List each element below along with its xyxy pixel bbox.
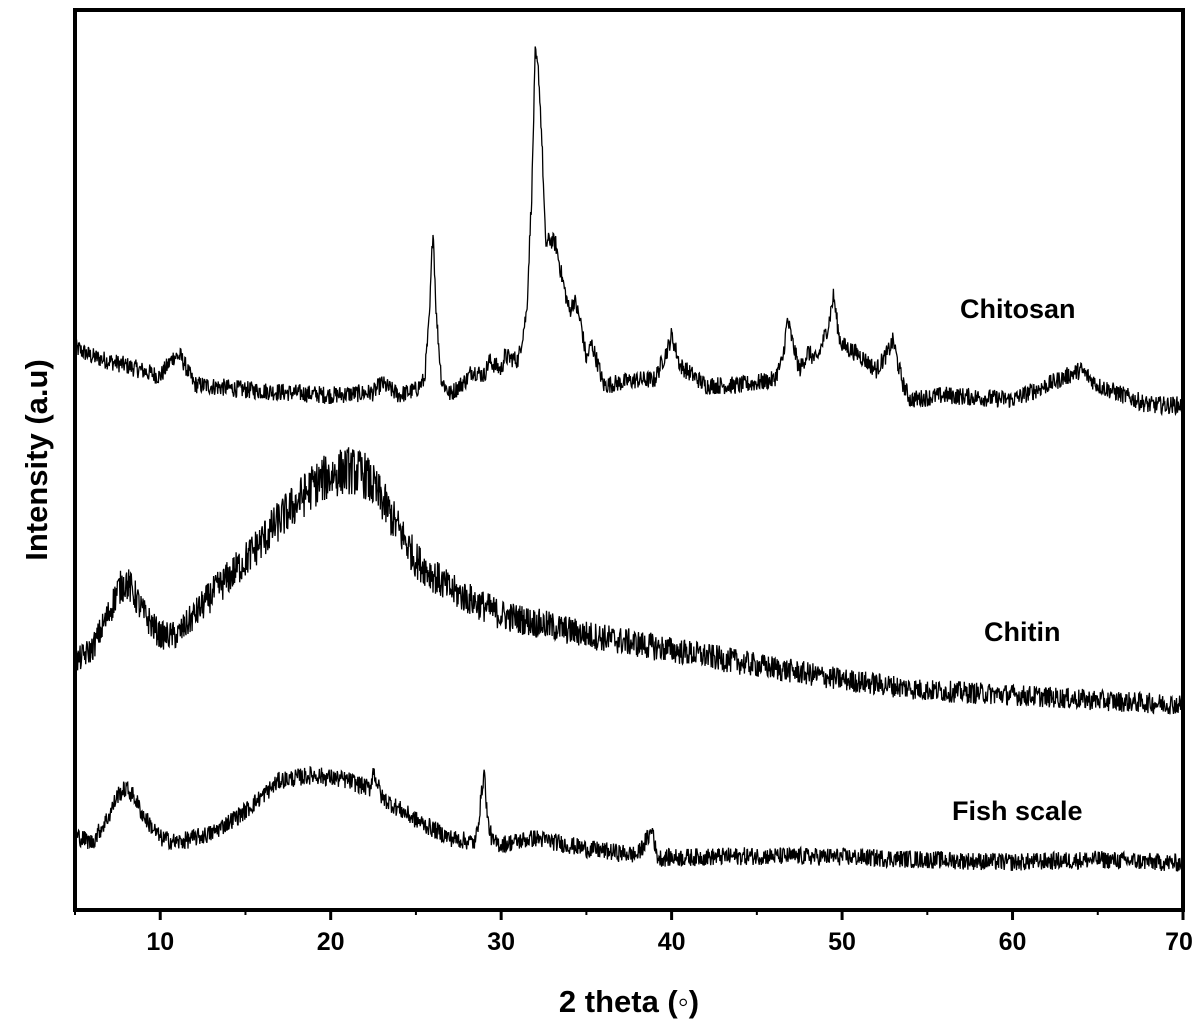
series-label-chitosan: Chitosan (960, 294, 1076, 324)
y-axis-title: Intensity (a.u) (19, 359, 54, 561)
x-tick-label: 20 (317, 928, 345, 956)
series-layer (74, 46, 1184, 872)
x-tick-label: 50 (828, 928, 856, 956)
plot-frame (73, 8, 1185, 912)
x-tick-label: 60 (999, 928, 1027, 956)
series-line-fish-scale (74, 765, 1184, 872)
x-axis-title: 2 theta (◦) (559, 984, 699, 1019)
series-line-chitin (74, 447, 1184, 715)
x-tick-label: 40 (658, 928, 686, 956)
series-label-fish-scale: Fish scale (952, 796, 1083, 826)
x-tick-label: 30 (487, 928, 515, 956)
x-axis-tick-labels: 10 20 30 40 50 60 70 (146, 928, 1193, 956)
x-tick-label: 10 (146, 928, 174, 956)
series-label-chitin: Chitin (984, 617, 1060, 647)
x-axis-ticks (74, 910, 1185, 920)
x-tick-label: 70 (1165, 928, 1193, 956)
series-line-chitosan (74, 46, 1184, 417)
